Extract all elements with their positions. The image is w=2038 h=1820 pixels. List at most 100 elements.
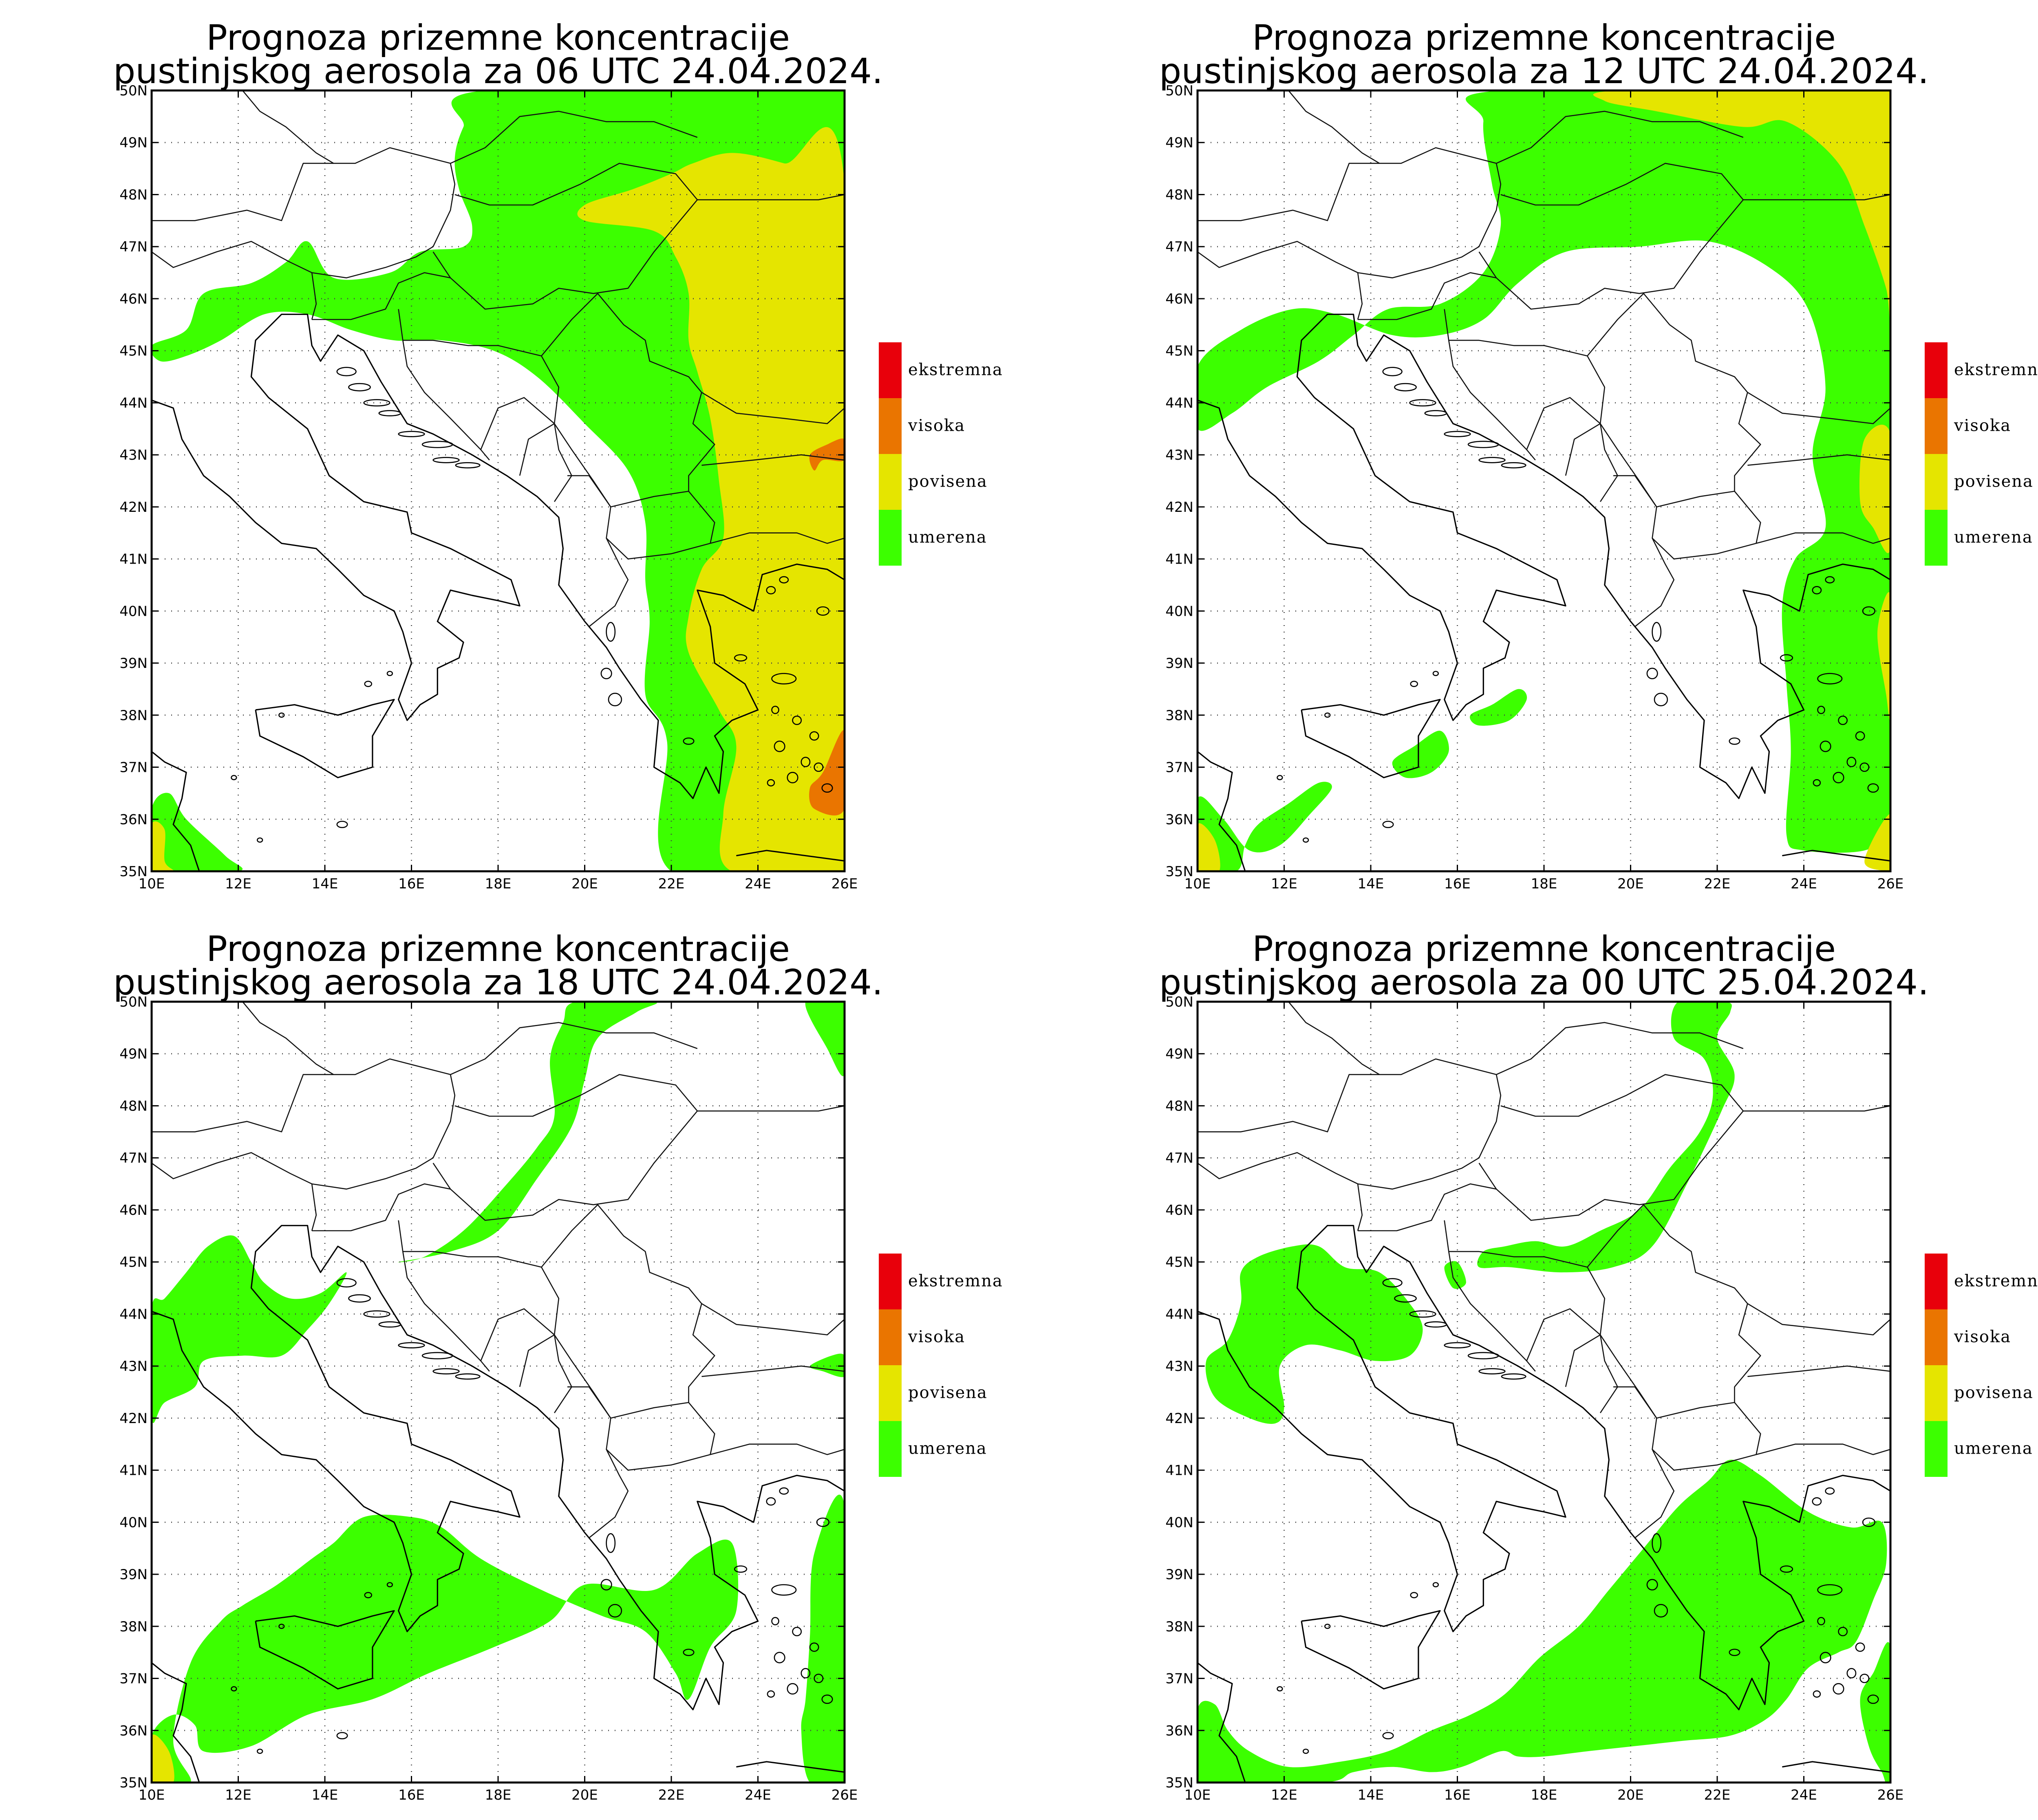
legend-swatch-povisena: [1925, 454, 1948, 510]
island-outline: [1409, 1310, 1436, 1318]
island-outline: [1382, 1278, 1403, 1288]
aerosol-region-umerena: [1860, 1642, 1890, 1783]
island-outline: [1846, 756, 1857, 767]
lat-tick-label: 49N: [1165, 1046, 1193, 1062]
country-border: [1613, 1386, 1675, 1538]
lat-tick-label: 40N: [119, 603, 148, 619]
legend-label-povisena: povisena: [1954, 1384, 2034, 1402]
aerosol-region-umerena: [805, 1002, 845, 1076]
lon-tick-label: 18E: [485, 876, 512, 892]
lat-tick-label: 47N: [119, 1150, 148, 1166]
lat-tick-label: 42N: [119, 1410, 148, 1427]
country-border: [697, 1105, 845, 1112]
country-border: [1288, 90, 1380, 164]
lon-tick-label: 18E: [1531, 876, 1557, 892]
island-outline: [1444, 431, 1471, 437]
lat-tick-label: 44N: [1165, 1306, 1193, 1322]
coastline: [1198, 313, 1890, 799]
lon-tick-label: 20E: [1617, 1787, 1644, 1803]
country-border: [1599, 423, 1618, 502]
island-outline: [336, 1732, 348, 1740]
island-outline: [600, 1579, 612, 1591]
country-border: [1448, 1251, 1536, 1372]
island-outline: [1424, 1321, 1447, 1328]
island-outline: [421, 441, 453, 448]
country-border: [1478, 163, 1744, 310]
legend-label-ekstremna: ekstremna: [908, 1272, 1003, 1291]
map-panel-1: Prognoza prizemne koncentracijepustinjsk…: [113, 18, 1002, 892]
island-outline: [1862, 606, 1876, 616]
island-outline: [1652, 1533, 1662, 1553]
island-outline: [1654, 692, 1668, 707]
island-outline: [821, 1694, 833, 1704]
island-outline: [1467, 441, 1499, 448]
map-title-line1: Prognoza prizemne koncentracije: [206, 929, 790, 969]
island-outline: [1812, 1497, 1822, 1506]
island-outline: [398, 431, 425, 437]
country-border: [1526, 1308, 1601, 1361]
island-outline: [801, 1668, 811, 1679]
island-outline: [421, 1352, 453, 1359]
country-border: [1652, 1402, 1761, 1471]
island-outline: [378, 410, 401, 416]
aerosol-region-povisena: [152, 1734, 174, 1783]
island-outline: [734, 654, 748, 662]
island-outline: [363, 399, 390, 407]
map-panel-4: Prognoza prizemne koncentracijepustinjsk…: [1159, 929, 2038, 1803]
lat-tick-label: 38N: [1165, 707, 1193, 724]
island-outline: [378, 1321, 401, 1328]
lon-tick-label: 10E: [139, 876, 165, 892]
country-border: [701, 454, 845, 466]
lon-tick-label: 22E: [658, 1787, 685, 1803]
lat-tick-label: 41N: [1165, 1463, 1193, 1479]
legend-swatch-visoka: [1925, 398, 1948, 454]
country-border: [1599, 1335, 1618, 1413]
island-outline: [1646, 1579, 1658, 1591]
legend-label-visoka: visoka: [908, 416, 965, 435]
lat-tick-label: 48N: [119, 187, 148, 203]
lon-tick-label: 10E: [1184, 876, 1211, 892]
lat-tick-label: 45N: [1165, 1254, 1193, 1271]
country-border: [1478, 1074, 1744, 1221]
island-outline: [1501, 1373, 1526, 1380]
coastline: [1198, 751, 1246, 871]
lat-tick-label: 49N: [119, 135, 148, 151]
island-outline: [1444, 1342, 1471, 1348]
lat-tick-label: 41N: [119, 551, 148, 568]
island-outline: [1780, 1565, 1793, 1573]
island-outline: [816, 1517, 830, 1527]
island-outline: [1478, 1368, 1506, 1375]
island-outline: [278, 712, 285, 718]
lon-tick-label: 20E: [1617, 876, 1644, 892]
lat-tick-label: 46N: [119, 291, 148, 307]
lat-tick-label: 40N: [1165, 1514, 1193, 1531]
island-outline: [683, 1648, 695, 1656]
lat-tick-label: 35N: [119, 1775, 148, 1791]
aerosol-region-umerena: [152, 90, 845, 871]
island-outline: [606, 1533, 616, 1553]
island-outline: [1277, 1686, 1283, 1692]
island-outline: [455, 1373, 481, 1380]
lon-tick-label: 12E: [1271, 876, 1297, 892]
island-outline: [774, 740, 785, 752]
country-border: [1358, 1183, 1497, 1232]
lat-tick-label: 48N: [119, 1098, 148, 1114]
country-border: [1613, 475, 1675, 627]
lat-tick-label: 48N: [1165, 187, 1193, 203]
country-border: [152, 241, 317, 320]
legend-swatch-visoka: [879, 398, 902, 454]
country-border: [697, 194, 845, 201]
lat-tick-label: 35N: [1165, 864, 1193, 880]
island-outline: [1394, 383, 1417, 392]
island-outline: [1302, 837, 1309, 843]
coastline: [736, 850, 845, 862]
coastline: [1198, 1662, 1246, 1783]
island-outline: [1833, 772, 1844, 784]
island-outline: [364, 1592, 373, 1598]
island-outline: [278, 1624, 285, 1629]
lat-tick-label: 39N: [1165, 1567, 1193, 1583]
coastline: [152, 313, 845, 799]
lon-tick-label: 22E: [658, 876, 685, 892]
island-outline: [766, 1497, 776, 1506]
country-border: [1526, 397, 1601, 450]
